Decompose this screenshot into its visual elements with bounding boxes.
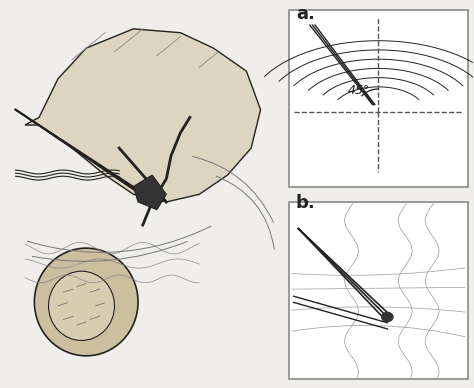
- Ellipse shape: [35, 248, 138, 356]
- Circle shape: [382, 312, 393, 322]
- Polygon shape: [25, 29, 261, 202]
- Text: b.: b.: [296, 194, 316, 212]
- Text: a.: a.: [296, 5, 315, 23]
- FancyBboxPatch shape: [289, 202, 468, 379]
- Polygon shape: [133, 175, 166, 210]
- Ellipse shape: [48, 271, 115, 340]
- FancyBboxPatch shape: [289, 10, 468, 187]
- Text: 45°: 45°: [348, 84, 370, 97]
